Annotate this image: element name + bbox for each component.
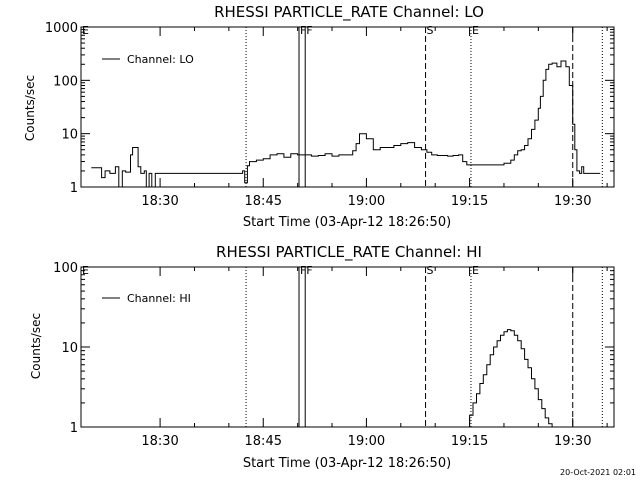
- plot-frame: [80, 266, 615, 428]
- series-line: [466, 329, 553, 428]
- x-tick-label: 19:00: [348, 434, 385, 449]
- legend-label-lo: Channel: LO: [127, 53, 194, 66]
- x-tick-label: 19:15: [451, 194, 488, 209]
- chart-title: RHESSI PARTICLE_RATE Channel: HI: [216, 243, 482, 262]
- x-tick-label: 19:30: [554, 194, 591, 209]
- y-tick-label: 1: [70, 421, 78, 436]
- event-marker-label: S: [427, 24, 434, 37]
- event-marker-label: F: [300, 24, 306, 37]
- event-marker-label: F: [300, 264, 306, 277]
- x-tick-label: 18:45: [245, 434, 282, 449]
- y-tick-label: 100: [53, 261, 78, 276]
- x-axis-label: Start Time (03-Apr-12 18:26:50): [243, 215, 451, 230]
- event-marker-label: E: [82, 24, 89, 37]
- x-tick-label: 19:30: [554, 434, 591, 449]
- event-marker-label: S: [427, 264, 434, 277]
- plot-frame: [80, 26, 615, 188]
- x-tick-label: 19:15: [451, 434, 488, 449]
- event-marker-label: F: [306, 24, 312, 37]
- y-axis-label: Counts/sec: [29, 313, 43, 379]
- footer-timestamp: 20-Oct-2021 02:01: [560, 468, 636, 477]
- x-tick-label: 18:30: [141, 434, 178, 449]
- x-tick-label: 18:30: [141, 194, 178, 209]
- legend: Channel: LO: [102, 53, 194, 66]
- x-axis-label: Start Time (03-Apr-12 18:26:50): [243, 456, 451, 471]
- legend-label-hi: Channel: HI: [127, 292, 191, 305]
- y-tick-label: 1000: [45, 21, 78, 36]
- series-line: [91, 60, 601, 188]
- event-marker-label: F: [306, 264, 312, 277]
- x-tick-label: 19:00: [348, 194, 385, 209]
- y-tick-label: 10: [61, 128, 78, 143]
- event-marker-label: E: [82, 264, 89, 277]
- legend: Channel: HI: [102, 292, 191, 305]
- y-tick-label: 100: [53, 74, 78, 89]
- chart-panel-lo: RHESSI PARTICLE_RATE Channel: LO Counts/…: [23, 3, 615, 230]
- chart-title: RHESSI PARTICLE_RATE Channel: LO: [214, 3, 484, 22]
- x-tick-label: 18:45: [245, 194, 282, 209]
- y-tick-label: 10: [61, 341, 78, 356]
- y-tick-label: 1: [70, 181, 78, 196]
- event-marker-label: E: [472, 24, 479, 37]
- chart-panel-hi: RHESSI PARTICLE_RATE Channel: HI Counts/…: [29, 243, 615, 471]
- y-axis-label: Counts/sec: [23, 75, 37, 141]
- event-marker-label: E: [472, 264, 479, 277]
